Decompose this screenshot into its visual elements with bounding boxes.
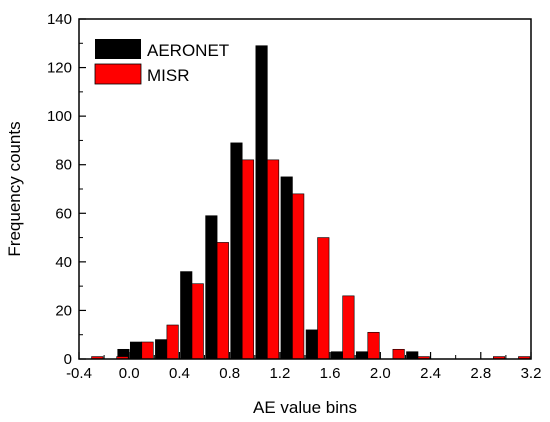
x-tick-label: -0.4 [66, 365, 92, 382]
bar-aeronet [305, 329, 318, 360]
bar-misr [267, 159, 280, 360]
x-tick-label: 1.2 [269, 365, 290, 382]
legend-swatch-aeronet [95, 39, 141, 59]
bar-misr [342, 295, 355, 360]
legend-label-misr: MISR [147, 66, 190, 85]
y-axis: 0 20 40 60 80 100 120 140 [47, 11, 86, 368]
legend-label-aeronet: AERONET [147, 41, 229, 60]
bar-misr [241, 159, 255, 360]
legend-swatch-misr [94, 63, 142, 85]
y-tick-label: 60 [55, 205, 72, 222]
bar-aeronet [255, 45, 268, 360]
bar-misr [216, 242, 229, 360]
bar-misr [191, 283, 204, 360]
x-tick-label: 1.6 [320, 365, 341, 382]
bar-misr [367, 331, 380, 360]
y-tick-label: 100 [47, 108, 72, 125]
bar-aeronet [406, 351, 419, 360]
legend: AERONET MISR [94, 39, 229, 85]
bar-aeronet [155, 339, 168, 360]
bar-aeronet [129, 341, 143, 360]
x-tick-label: 0.4 [169, 365, 190, 382]
y-tick-label: 40 [55, 254, 72, 271]
bar-aeronet [205, 215, 218, 360]
x-tick-label: 2.8 [470, 365, 491, 382]
y-tick-label: 80 [55, 157, 72, 174]
y-tick-label: 20 [55, 302, 72, 319]
y-axis-title: Frequency counts [5, 121, 24, 256]
x-tick-label: 2.4 [420, 365, 441, 382]
bar-misr [392, 348, 405, 360]
bar-aeronet [355, 351, 369, 360]
bar-misr [141, 341, 154, 360]
y-tick-label: 140 [47, 11, 72, 28]
y-tick-label: 0 [64, 351, 72, 368]
x-tick-label: 2.0 [370, 365, 391, 382]
x-axis: -0.4 0.0 0.4 0.8 1.2 1.6 2.0 2.4 2.8 3.2 [66, 352, 541, 382]
x-axis-title: AE value bins [253, 398, 357, 417]
bar-aeronet [330, 351, 343, 360]
bar-misr [292, 193, 305, 360]
bar-aeronet [180, 271, 193, 360]
bars-layer [91, 45, 531, 360]
x-tick-label: 0.0 [119, 365, 140, 382]
x-tick-label: 0.8 [219, 365, 240, 382]
bar-misr [317, 237, 330, 360]
bar-misr [166, 324, 179, 360]
bar-aeronet [280, 176, 293, 360]
bar-aeronet [230, 142, 243, 360]
y-tick-label: 120 [47, 60, 72, 77]
x-tick-label: 3.2 [521, 365, 542, 382]
